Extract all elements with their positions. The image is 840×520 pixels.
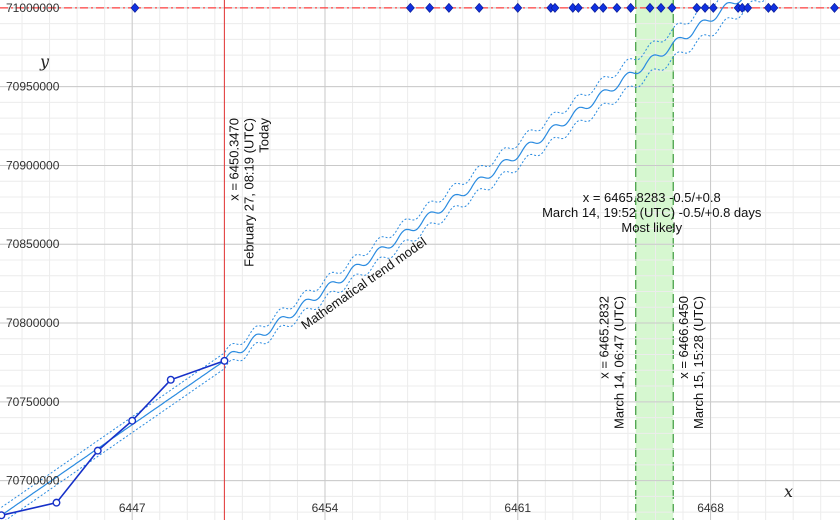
crossing-marker [667,2,677,13]
observed-point [166,375,175,384]
crossing-marker [830,2,839,13]
y-tick-label: 70750000 [6,395,60,409]
crossing-marker [474,2,484,13]
crossing-marker [708,2,718,13]
observed-point [128,416,137,425]
crossing-marker [645,2,655,13]
lower-bound-annotation-line: x = 6465.2832 [597,296,612,379]
today-annotation-line: x = 6450.3470 [226,118,241,201]
today-annotation-line: Today [256,118,271,153]
today-annotation-line: February 27, 08:19 (UTC) [241,118,256,267]
y-tick-label: 71000000 [6,1,60,15]
crossing-marker [692,2,702,13]
crossing-marker [598,2,608,13]
crossing-marker [743,2,753,13]
lower-bound-annotation-line: March 14, 06:47 (UTC) [612,296,627,429]
x-tick-label: 6454 [312,501,339,515]
upper-bound-annotation: x = 6466.6450March 15, 15:28 (UTC) [676,296,706,429]
crossing-markers [130,2,839,13]
y-tick-label: 70850000 [6,237,60,251]
crossing-marker [405,2,415,13]
most-likely-annotation-line: Most likely [621,220,682,235]
x-tick-label: 6468 [697,501,724,515]
observed-point [0,511,6,520]
upper-bound-annotation-line: x = 6466.6450 [676,296,691,379]
crossing-marker [700,2,710,13]
crossing-marker [513,2,523,13]
crossing-marker [425,2,435,13]
most-likely-annotation-line: x = 6465.8283 -0.5/+0.8 [583,190,721,205]
tick-labels: 6447 6454 6461 6468 70700000 70750000 70800000… [6,1,724,515]
crossing-marker [590,2,600,13]
crossing-marker [626,2,636,13]
lower-bound-annotation: x = 6465.2832March 14, 06:47 (UTC) [597,296,627,429]
observed-point [52,498,61,507]
crossing-marker [130,2,140,13]
x-tick-label: 6447 [119,501,146,515]
observed-point [220,356,229,365]
y-tick-label: 70950000 [6,80,60,94]
observed-series [0,356,229,520]
crossing-marker [573,2,583,13]
annotations: x = 6450.3470February 27, 08:19 (UTC)Tod… [226,118,762,429]
x-tick-label: 6461 [504,501,531,515]
crossing-marker [769,2,779,13]
y-axis-label: y [39,52,50,71]
y-tick-label: 70800000 [6,316,60,330]
upper-bound-annotation-line: March 15, 15:28 (UTC) [691,296,706,429]
crossing-marker [612,2,622,13]
most-likely-annotation-line: March 14, 19:52 (UTC) -0.5/+0.8 days [542,205,762,220]
crossing-marker [656,2,666,13]
y-tick-label: 70900000 [6,158,60,172]
observed-line [1,360,225,517]
x-axis-label: x [784,482,793,501]
observed-point [93,446,102,455]
y-tick-label: 70700000 [6,474,60,488]
today-annotation: x = 6450.3470February 27, 08:19 (UTC)Tod… [226,118,271,267]
crossing-marker [550,2,560,13]
most-likely-annotation: x = 6465.8283 -0.5/+0.8 March 14, 19:52 (… [542,190,762,235]
crossing-marker [444,2,454,13]
